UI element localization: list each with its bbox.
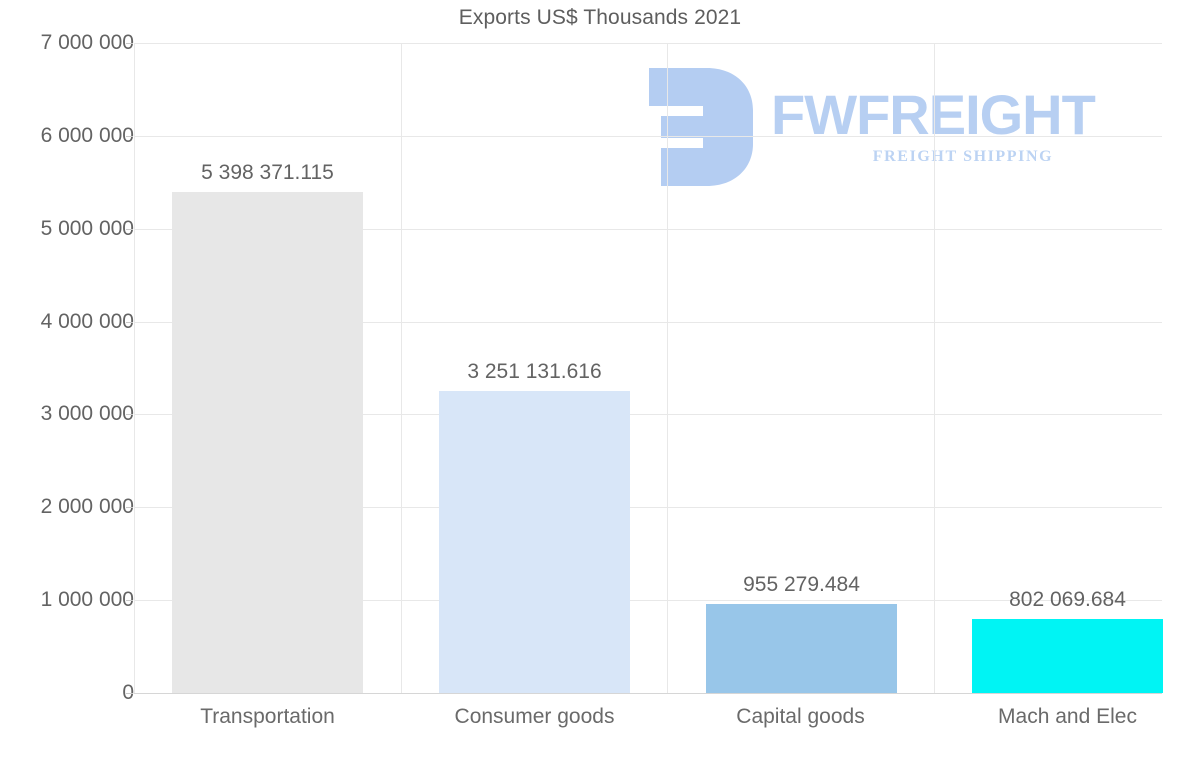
y-tick-mark-3000000 — [126, 414, 133, 415]
y-tick-mark-6000000 — [126, 136, 133, 137]
gridline-y-6000000 — [134, 136, 1162, 137]
bar-mach-and-elec[interactable] — [972, 619, 1163, 693]
y-axis: 7 000 000 6 000 000 5 000 000 4 000 000 … — [0, 0, 134, 763]
y-tick-mark-2000000 — [126, 507, 133, 508]
bar-value-consumer-goods: 3 251 131.616 — [467, 360, 602, 383]
y-tick-mark-4000000 — [126, 322, 133, 323]
y-tick-mark-7000000 — [126, 43, 133, 44]
y-tick-label-7000000: 7 000 000 — [40, 31, 134, 54]
gridline-x-1 — [401, 43, 402, 693]
gridline-x-3 — [934, 43, 935, 693]
y-tick-label-4000000: 4 000 000 — [40, 310, 134, 333]
bar-value-transportation: 5 398 371.115 — [201, 161, 334, 184]
bar-value-mach-and-elec: 802 069.684 — [1009, 588, 1126, 611]
y-tick-label-3000000: 3 000 000 — [40, 402, 134, 425]
y-tick-label-0: 0 — [10, 681, 134, 705]
y-tick-mark-0 — [126, 693, 133, 694]
bar-value-capital-goods: 955 279.484 — [743, 573, 860, 596]
gridline-y-5000000 — [134, 229, 1162, 230]
chart-title: Exports US$ Thousands 2021 — [458, 6, 742, 29]
gridline-y-7000000 — [134, 43, 1162, 44]
y-tick-label-6000000: 6 000 000 — [40, 124, 134, 147]
bar-transportation[interactable] — [172, 192, 363, 693]
x-tick-label-transportation: Transportation — [200, 705, 335, 728]
gridline-y-2000000 — [134, 507, 1162, 508]
y-tick-label-1000000: 1 000 000 — [40, 588, 134, 611]
gridline-y-0 — [134, 693, 1162, 694]
gridline-y-3000000 — [134, 414, 1162, 415]
y-tick-mark-5000000 — [126, 229, 133, 230]
x-tick-label-mach-and-elec: Mach and Elec — [998, 705, 1137, 728]
gridline-y-4000000 — [134, 322, 1162, 323]
x-tick-label-consumer-goods: Consumer goods — [454, 705, 615, 728]
gridline-x-2 — [667, 43, 668, 693]
x-tick-label-capital-goods: Capital goods — [736, 705, 865, 728]
y-tick-label-5000000: 5 000 000 — [40, 217, 134, 240]
bar-consumer-goods[interactable] — [439, 391, 630, 693]
y-tick-mark-1000000 — [126, 600, 133, 601]
plot-area: 5 398 371.115 3 251 131.616 955 279.484 … — [134, 43, 1163, 694]
gridline-x-0 — [134, 43, 135, 693]
bar-capital-goods[interactable] — [706, 604, 897, 693]
y-tick-label-2000000: 2 000 000 — [40, 495, 134, 518]
gridline-y-1000000 — [134, 600, 1162, 601]
